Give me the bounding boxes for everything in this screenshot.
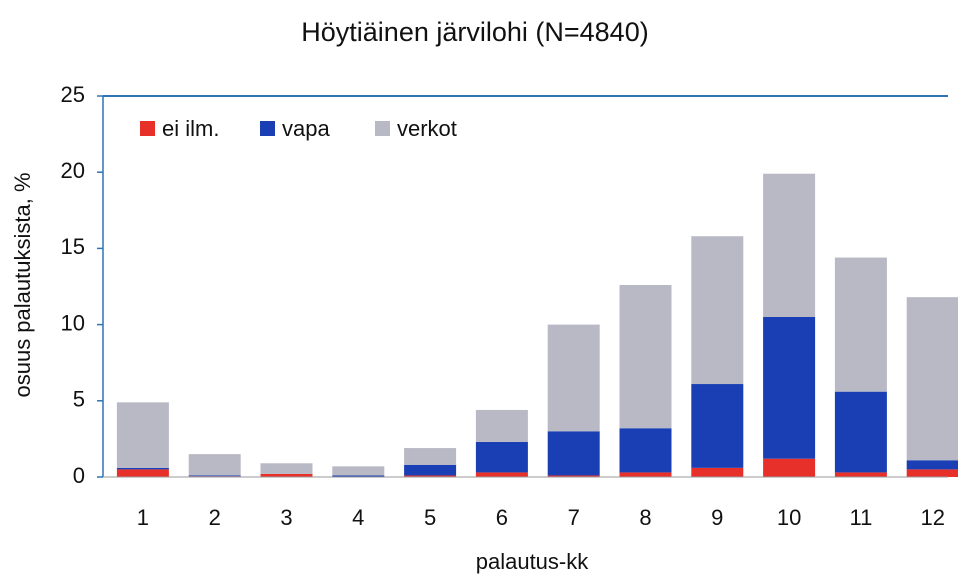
bar-segment <box>619 284 672 429</box>
bar-segment <box>619 472 672 477</box>
bar-segment <box>116 402 169 468</box>
legend-label: vapa <box>282 116 330 141</box>
x-tick-label: 9 <box>711 505 723 530</box>
bar-segment <box>260 473 313 477</box>
x-tick-label: 4 <box>352 505 364 530</box>
bar-segment <box>691 467 744 477</box>
chart-title: Höytiäinen järvilohi (N=4840) <box>301 17 648 47</box>
bar-segment <box>404 448 457 465</box>
bar-segment <box>691 384 744 468</box>
x-tick-label: 2 <box>209 505 221 530</box>
x-tick-label: 7 <box>568 505 580 530</box>
bar-segment <box>834 391 887 473</box>
y-tick-label: 0 <box>73 463 85 488</box>
bar-segment <box>691 236 744 385</box>
bar-segment <box>475 472 528 477</box>
x-tick-label: 8 <box>639 505 651 530</box>
bar-segment <box>619 428 672 473</box>
bar-segment <box>188 454 241 476</box>
bar-segment <box>834 472 887 477</box>
bar-segment <box>763 173 816 317</box>
x-tick-label: 6 <box>496 505 508 530</box>
legend-swatch <box>260 121 275 136</box>
bar-segment <box>906 460 958 470</box>
x-axis-label: palautus-kk <box>476 549 590 574</box>
legend-label: ei ilm. <box>162 116 219 141</box>
bar-segment <box>834 257 887 392</box>
bar-segment <box>475 409 528 442</box>
y-tick-label: 20 <box>61 158 85 183</box>
x-tick-label: 11 <box>849 505 872 530</box>
x-tick-label: 5 <box>424 505 436 530</box>
legend-swatch <box>375 121 390 136</box>
bar-segment <box>332 475 385 477</box>
bar-segment <box>763 316 816 459</box>
bar-segment <box>475 441 528 473</box>
y-tick-label: 15 <box>61 234 85 259</box>
bar-segment <box>547 324 600 432</box>
bar-segment <box>763 458 816 477</box>
legend-label: verkot <box>397 116 457 141</box>
bar-segment <box>404 475 457 477</box>
x-tick-label: 12 <box>920 505 944 530</box>
y-tick-label: 5 <box>73 387 85 412</box>
bar-segment <box>332 466 385 476</box>
x-tick-label: 1 <box>137 505 149 530</box>
bar-segment <box>260 463 313 474</box>
bar-segment <box>547 475 600 477</box>
bar-segment <box>906 469 958 477</box>
legend-swatch <box>140 121 155 136</box>
y-tick-label: 10 <box>61 310 85 335</box>
y-axis-label: osuus palautuksista, % <box>10 172 35 397</box>
bar-segment <box>188 475 241 477</box>
x-tick-label: 10 <box>777 505 801 530</box>
bar-segment <box>906 297 958 461</box>
bar-segment <box>404 464 457 476</box>
bar-segment <box>116 467 169 470</box>
bar-segment <box>547 431 600 476</box>
x-tick-label: 3 <box>280 505 292 530</box>
y-tick-label: 25 <box>61 82 85 107</box>
bar-segment <box>116 469 169 477</box>
